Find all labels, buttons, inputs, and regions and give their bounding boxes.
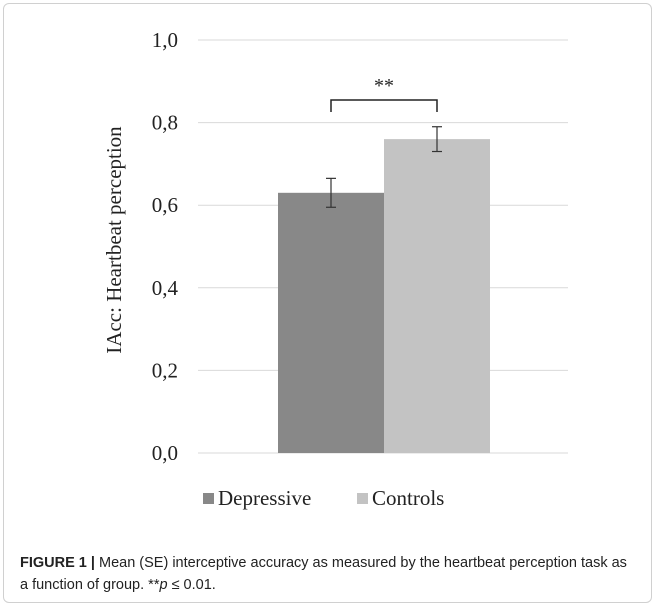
bar-chart: 0,0 0,2 0,4 0,6 0,8 1,0 IAcc: Heartbeat perce… bbox=[102, 28, 568, 510]
caption-text: Mean (SE) interceptive accuracy as measu… bbox=[20, 555, 627, 593]
bracket-line bbox=[330, 99, 438, 112]
y-tick-label: 0,8 bbox=[152, 111, 178, 135]
caption-p-text: ≤ 0.01. bbox=[167, 577, 216, 593]
significance-marker: ** bbox=[374, 75, 394, 97]
legend-label-depressive: Depressive bbox=[218, 486, 311, 510]
bar-depressive bbox=[278, 192, 384, 453]
legend: Depressive Controls bbox=[203, 486, 444, 510]
y-tick-label: 0,0 bbox=[152, 441, 178, 465]
legend-swatch-controls bbox=[357, 493, 368, 504]
figure-caption: FIGURE 1 | Mean (SE) interceptive accura… bbox=[20, 552, 635, 596]
gridlines bbox=[198, 39, 568, 454]
y-tick-labels: 0,0 0,2 0,4 0,6 0,8 1,0 bbox=[152, 28, 179, 465]
significance-bracket: ** bbox=[330, 75, 438, 112]
y-tick-label: 0,4 bbox=[152, 276, 179, 300]
bar-controls bbox=[384, 139, 490, 453]
legend-label-controls: Controls bbox=[372, 486, 444, 510]
y-tick-label: 0,6 bbox=[152, 193, 178, 217]
y-tick-label: 0,2 bbox=[152, 358, 178, 382]
legend-swatch-depressive bbox=[203, 493, 214, 504]
caption-p-symbol: p bbox=[159, 577, 168, 593]
bars bbox=[278, 139, 490, 453]
y-axis-label: IAcc: Heartbeat perception bbox=[102, 126, 126, 354]
caption-label: FIGURE 1 | bbox=[20, 555, 95, 571]
error-bars bbox=[326, 126, 442, 208]
y-tick-label: 1,0 bbox=[152, 28, 178, 52]
